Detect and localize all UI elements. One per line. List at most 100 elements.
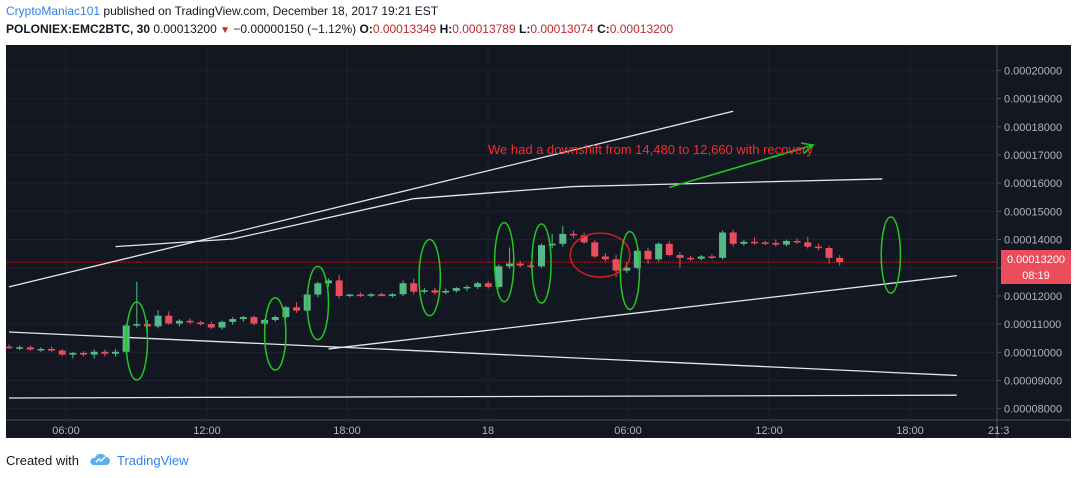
- highlight-ellipse: [125, 301, 149, 381]
- price-change: −0.00000150 (−1.12%): [233, 22, 357, 36]
- candle-body: [143, 324, 151, 327]
- candle-body: [601, 256, 609, 260]
- y-tick-label: 0.00015000: [1004, 206, 1062, 218]
- candle-up: [388, 293, 396, 298]
- candle-body: [804, 242, 812, 247]
- highlight-ellipse: [493, 221, 515, 303]
- x-tick-label: 06:00: [614, 425, 642, 437]
- candle-body: [5, 346, 13, 349]
- highlight-circle: [569, 232, 631, 278]
- candle-body: [495, 266, 503, 287]
- price-axis[interactable]: [997, 45, 1071, 420]
- candle-body: [16, 347, 24, 349]
- candle-up: [548, 233, 556, 249]
- x-tick-label: 12:00: [755, 425, 783, 437]
- highlight-ellipse: [619, 230, 641, 311]
- y-tick-label: 0.00014000: [1004, 235, 1062, 247]
- candle-down: [772, 239, 780, 247]
- candle-down: [591, 240, 599, 258]
- tradingview-link[interactable]: TradingView: [116, 453, 189, 468]
- x-tick-label: 18: [482, 425, 494, 437]
- candle-body: [112, 351, 119, 354]
- candle-up: [325, 278, 332, 287]
- candle-body: [48, 348, 56, 351]
- trend-line: [8, 110, 734, 288]
- candle-body: [431, 290, 439, 293]
- candle-up: [69, 351, 77, 359]
- trend-line: [115, 238, 233, 248]
- y-tick-label: 0.00011000: [1004, 319, 1061, 331]
- candle-down: [293, 302, 301, 313]
- low-value: 0.00013074: [530, 22, 594, 36]
- candle-up: [697, 255, 705, 261]
- candle-body: [665, 243, 673, 256]
- author-link[interactable]: CryptoManiac101: [6, 4, 101, 18]
- candle-up: [271, 315, 279, 322]
- arrow-shaft: [669, 144, 814, 189]
- candle-body: [506, 263, 514, 267]
- candle-up: [655, 242, 663, 262]
- arrow-head: [801, 142, 815, 154]
- y-tick-label: 0.00010000: [1004, 347, 1062, 359]
- candle-up: [495, 264, 503, 289]
- candle-up: [112, 348, 119, 357]
- candle-body: [69, 352, 77, 355]
- y-tick-label: 0.00018000: [1004, 122, 1062, 134]
- candle-down: [804, 236, 812, 249]
- low-label: L:: [519, 22, 531, 36]
- time-axis[interactable]: [6, 420, 1071, 438]
- candle-body: [250, 317, 258, 324]
- candle-down: [676, 252, 684, 268]
- candlestick-chart[interactable]: 0.00008000 0.00009000 0.00010000 0.00011000…: [0, 40, 1076, 440]
- highlight-ellipse: [531, 223, 552, 304]
- candle-up: [719, 230, 727, 260]
- candle-up: [367, 293, 375, 298]
- candle-down: [687, 255, 695, 261]
- candle-up: [452, 286, 460, 293]
- candle-body: [175, 320, 183, 324]
- high-label: H:: [439, 22, 453, 36]
- candle-body: [719, 232, 727, 258]
- candle-up: [133, 281, 141, 328]
- y-tick-label: 0.00009000: [1004, 376, 1062, 388]
- candle-up: [506, 247, 514, 269]
- candle-body: [442, 290, 450, 293]
- candle-body: [271, 317, 279, 320]
- trend-line: [573, 178, 883, 188]
- last-price-marker: 0.00013200 08:19: [1001, 250, 1071, 284]
- candle-body: [282, 307, 290, 318]
- candle-body: [229, 319, 237, 322]
- candle-down: [250, 315, 258, 326]
- candle-body: [559, 233, 567, 244]
- candle-down: [335, 274, 343, 299]
- x-tick-label: 12:00: [193, 425, 221, 437]
- candle-body: [207, 324, 215, 328]
- footer: Created with TradingView: [6, 452, 189, 469]
- plot-area[interactable]: [6, 45, 997, 420]
- trend-line: [413, 185, 574, 200]
- candle-body: [388, 294, 396, 296]
- candle-body: [751, 241, 758, 244]
- x-tick-label: 21:3: [988, 425, 1009, 437]
- tradingview-cloud-icon: [87, 452, 111, 469]
- candle-down: [431, 288, 439, 295]
- candle-up: [90, 349, 98, 359]
- symbol-label: POLONIEX:EMC2BTC, 30: [6, 22, 151, 36]
- candle-body: [26, 347, 34, 350]
- close-value: 0.00013200: [609, 22, 674, 36]
- last-price-label: 0.00013200: [1007, 254, 1065, 266]
- candle-body: [580, 235, 588, 243]
- candle-body: [591, 242, 599, 257]
- y-tick-label: 0.00016000: [1004, 178, 1062, 190]
- candle-down: [761, 240, 769, 246]
- candle-body: [633, 250, 641, 268]
- candle-up: [239, 315, 247, 322]
- candle-body: [548, 243, 556, 246]
- candle-up: [782, 239, 790, 247]
- candle-body: [37, 348, 45, 351]
- candle-up: [314, 281, 322, 298]
- candle-body: [452, 288, 460, 291]
- trend-line: [8, 331, 957, 377]
- candle-body: [814, 246, 822, 249]
- candle-down: [197, 320, 205, 326]
